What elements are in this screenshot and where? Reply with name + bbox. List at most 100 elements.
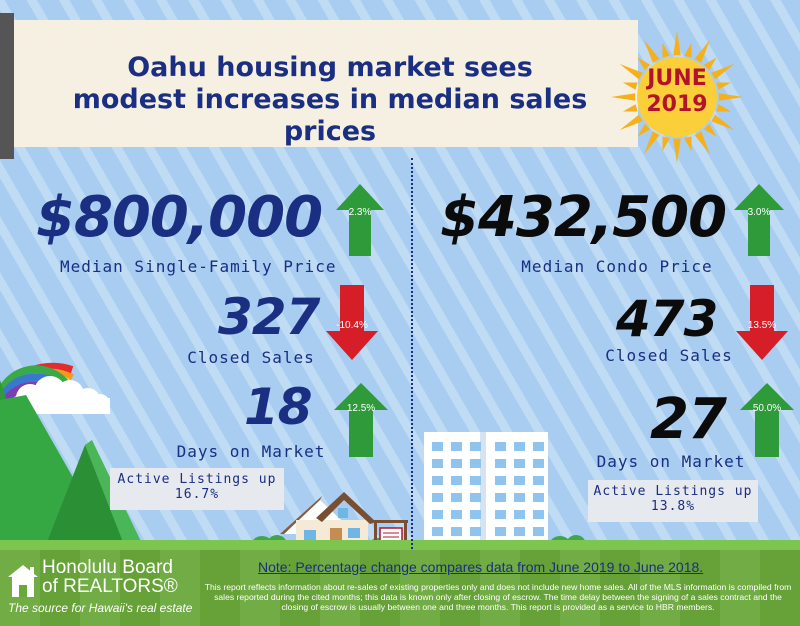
sun-ray (622, 104, 638, 112)
building-window (432, 442, 443, 451)
single-family-days-change: 12.5% (346, 403, 376, 414)
building-window (514, 510, 525, 519)
building-window (451, 459, 462, 468)
building-window (432, 527, 443, 536)
sun-ray (718, 93, 743, 101)
building-window (533, 476, 544, 485)
for-sale-sign-icon (374, 520, 408, 552)
headline-banner (14, 20, 638, 147)
building-window (533, 510, 544, 519)
building-window (495, 459, 506, 468)
building-windows (432, 442, 544, 536)
date-badge-month: JUNE (647, 66, 707, 91)
condo-days-on-market: 27 (650, 387, 727, 452)
date-badge-year: 2019 (646, 92, 708, 117)
sun-ray (711, 64, 735, 80)
sun-ray (619, 114, 643, 130)
condo-median-change: 3.0% (747, 207, 771, 218)
column-divider (411, 158, 413, 553)
grass-icon (0, 540, 800, 552)
building-window (451, 510, 462, 519)
sun-ray (644, 39, 660, 63)
building-icon (424, 432, 548, 552)
condo-active-listings: Active Listings up 13.8% (588, 480, 758, 522)
single-family-median-label: Median Single-Family Price (60, 257, 337, 276)
sun-ray (662, 136, 670, 152)
footer (0, 550, 800, 626)
sun-ray (622, 82, 638, 90)
building-window (432, 476, 443, 485)
footer-note: Note: Percentage change compares data fr… (258, 559, 704, 575)
building-window (514, 459, 525, 468)
building-window (432, 510, 443, 519)
sun-ray (684, 136, 692, 152)
arrow-up-icon (734, 184, 784, 256)
condo-closed-sales: 473 (616, 290, 718, 348)
building-window (514, 442, 525, 451)
sun-ray (694, 131, 710, 155)
building-window (514, 493, 525, 502)
sun-ray (611, 93, 636, 101)
building-window (533, 442, 544, 451)
banner-shadow (0, 13, 14, 159)
sun-ray (644, 131, 660, 155)
building-window (533, 493, 544, 502)
arrow-up-icon (740, 383, 794, 457)
hbr-logo-icon (8, 565, 38, 597)
building-window (451, 527, 462, 536)
building-window (514, 476, 525, 485)
sun-ray (673, 138, 681, 163)
single-family-median-change: 2.3% (348, 207, 372, 218)
building-window (495, 493, 506, 502)
building-window (495, 442, 506, 451)
building-window (533, 527, 544, 536)
headline: Oahu housing market sees modest increase… (60, 52, 600, 148)
condo-median-label: Median Condo Price (521, 257, 713, 276)
condo-days-label: Days on Market (596, 452, 746, 471)
arrow-up-icon (334, 383, 388, 457)
building-window (495, 510, 506, 519)
sun-ray (694, 39, 710, 63)
single-family-days-on-market: 18 (244, 378, 313, 436)
sun-ray (662, 42, 670, 58)
building-window (470, 442, 481, 451)
sun-ray (703, 57, 717, 71)
sun-ray (637, 123, 651, 137)
single-family-median-price: $800,000 (36, 185, 323, 250)
building-window (470, 476, 481, 485)
sun-ray (711, 114, 735, 130)
single-family-closed-label: Closed Sales (187, 348, 315, 367)
sun-ray (673, 31, 681, 56)
arrow-down-icon (326, 285, 378, 360)
sun-ray (684, 42, 692, 58)
sun-ray (703, 123, 717, 137)
building-window (470, 527, 481, 536)
arrow-up-icon (336, 184, 384, 256)
sun-icon (611, 31, 743, 163)
building-window (495, 476, 506, 485)
single-family-days-label: Days on Market (176, 442, 326, 461)
single-family-active-listings: Active Listings up 16.7% (110, 468, 284, 510)
building-window (470, 510, 481, 519)
sun-ray (619, 64, 643, 80)
building-window (432, 493, 443, 502)
building-window (495, 527, 506, 536)
hbr-logo-tagline: The source for Hawaii's real estate (8, 601, 193, 615)
condo-days-change: 50.0% (752, 403, 782, 414)
condo-median-price: $432,500 (440, 185, 727, 250)
footer-disclaimer: This report reflects information about r… (204, 582, 792, 612)
hbr-logo-name: Honolulu Board of REALTORS® (42, 557, 178, 597)
building-window (451, 476, 462, 485)
arrow-down-icon (736, 285, 788, 360)
building-window (533, 459, 544, 468)
building-window (451, 442, 462, 451)
sun-ray (716, 104, 732, 112)
headline-line-1: Oahu housing market sees (127, 52, 533, 83)
building-window (432, 459, 443, 468)
date-badge: JUNE 2019 (641, 66, 713, 118)
sun-ray (716, 82, 732, 90)
building-window (451, 493, 462, 502)
condo-closed-change: 13.5% (747, 320, 777, 331)
headline-line-2: modest increases in median sales prices (72, 84, 588, 147)
